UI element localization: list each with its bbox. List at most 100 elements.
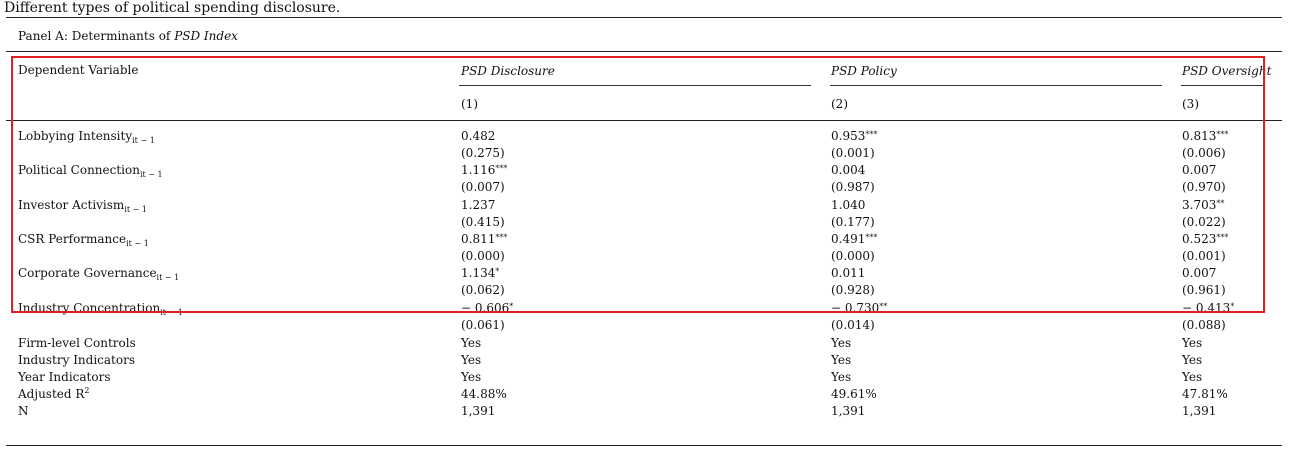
row-label: Political Connectionit − 1 [18, 163, 163, 179]
row-label: CSR Performanceit − 1 [18, 232, 149, 248]
footer-row-label-superscript: 2 [84, 386, 90, 395]
row-label-text: CSR Performance [18, 231, 127, 246]
coefficient-cell: 0.523*** [1182, 232, 1228, 248]
p-value-cell: (0.006) [1182, 146, 1226, 160]
row-label-subscript: it − 1 [124, 204, 147, 214]
p-value-cell: (0.022) [1182, 214, 1226, 229]
significance-stars: *** [1216, 232, 1229, 242]
footer-row-label-text: Firm-level Controls [18, 336, 136, 350]
table-title: Different types of political spending di… [4, 0, 341, 16]
footer-value-cell: Yes [831, 336, 852, 350]
row-label: Lobbying Intensityit − 1 [18, 129, 155, 145]
footer-row-label-text: Industry Indicators [18, 353, 135, 367]
footer-value-cell: 44.88% [461, 387, 507, 401]
footer-value-cell: Yes [461, 370, 482, 384]
p-value-cell: (0.000) [461, 248, 505, 263]
p-value-cell: (0.001) [831, 146, 875, 160]
panel-rule [6, 51, 1282, 52]
panel-label-prefix: Panel A: Determinants of [18, 29, 175, 43]
coefficient-value: 0.004 [831, 163, 866, 178]
significance-stars: *** [495, 164, 508, 174]
p-value-cell: (0.088) [1182, 317, 1226, 332]
footer-row-label-text: Adjusted R [18, 387, 85, 401]
p-value-cell: (0.007) [461, 180, 505, 195]
coefficient-cell: 0.953*** [831, 129, 877, 145]
footer-value-cell: Yes [1182, 336, 1203, 350]
footer-value-cell: 47.81% [1182, 387, 1228, 401]
column-header-psd-disclosure: PSD Disclosure [461, 64, 555, 78]
p-value-cell: (0.062) [461, 283, 505, 298]
row-label-subscript: it − 1 [126, 238, 149, 248]
significance-stars: ** [1216, 198, 1225, 208]
coefficient-cell: 0.007 [1182, 266, 1216, 280]
footer-row-label-text: Year Indicators [18, 370, 111, 384]
row-label-text: Investor Activism [18, 197, 125, 212]
row-label: Corporate Governanceit − 1 [18, 266, 179, 282]
row-label-subscript: it − 1 [139, 170, 163, 180]
footer-value-cell: Yes [1182, 353, 1203, 367]
coefficient-value: 0.491 [831, 231, 866, 246]
p-value-cell: (0.014) [831, 317, 875, 332]
coefficient-value: 1.237 [461, 197, 496, 212]
coefficient-cell: 0.811*** [461, 232, 507, 248]
panel-label-italic: PSD Index [174, 29, 238, 43]
footer-value-cell: 49.61% [831, 387, 877, 401]
coefficient-cell: 1.237 [461, 198, 495, 212]
coefficient-cell: 0.482 [461, 129, 495, 143]
p-value-cell: (0.928) [831, 283, 875, 298]
top-rule [6, 17, 1282, 18]
p-value-cell: (0.177) [831, 214, 875, 229]
p-value-cell: (0.275) [461, 146, 505, 160]
row-label-text: Political Connection [18, 163, 140, 178]
p-value-cell: (0.061) [461, 317, 505, 332]
footer-row-label: Firm-level Controls [18, 336, 136, 350]
significance-stars: * [1230, 301, 1235, 311]
footer-value-cell: Yes [461, 353, 482, 367]
coefficient-value: 1.040 [831, 197, 866, 212]
significance-stars: * [495, 267, 500, 277]
significance-stars: *** [1216, 130, 1229, 139]
footer-value-cell: Yes [1182, 370, 1203, 384]
coefficient-cell: 0.491*** [831, 232, 877, 248]
footer-row-label: Adjusted R2 [18, 386, 90, 403]
column-number-3: (3) [1182, 97, 1199, 111]
column-rule-2 [830, 85, 1162, 86]
highlight-box [11, 56, 1265, 313]
footer-row-label-text: N [18, 404, 29, 418]
footer-row-label: Year Indicators [18, 370, 111, 384]
footer-value-cell: Yes [831, 370, 852, 384]
footer-value-cell: Yes [461, 336, 482, 350]
coefficient-value: 0.482 [461, 129, 496, 143]
coefficient-value: 0.007 [1182, 163, 1217, 178]
significance-stars: ** [879, 301, 888, 311]
coefficient-cell: 0.011 [831, 266, 865, 280]
footer-value-cell: 1,391 [1182, 404, 1217, 418]
coefficient-value: 3.703 [1182, 197, 1217, 212]
coefficient-value: 0.811 [461, 231, 496, 246]
coefficient-value: 0.953 [831, 129, 866, 143]
p-value-cell: (0.001) [1182, 248, 1226, 263]
coefficient-cell: 1.040 [831, 198, 865, 212]
p-value-cell: (0.970) [1182, 180, 1226, 195]
footer-value-cell: Yes [831, 353, 852, 367]
coefficient-value: 0.523 [1182, 231, 1217, 246]
footer-value-cell: 1,391 [461, 404, 496, 418]
column-number-1: (1) [461, 97, 478, 111]
column-header-psd-oversight: PSD Oversight [1182, 64, 1272, 78]
coefficient-cell: 3.703** [1182, 198, 1224, 214]
row-label-subscript: it − 1 [132, 136, 155, 145]
column-rule-1 [459, 85, 811, 86]
coefficient-cell: 0.813*** [1182, 129, 1228, 145]
coefficient-cell: 0.004 [831, 163, 865, 177]
column-header-psd-policy: PSD Policy [831, 64, 897, 78]
significance-stars: *** [865, 232, 878, 242]
footer-row-label: Industry Indicators [18, 353, 135, 367]
panel-label: Panel A: Determinants of PSD Index [18, 29, 238, 43]
row-label-subscript: it − 1 [156, 273, 180, 283]
row-label: Investor Activismit − 1 [18, 198, 147, 214]
header-rule [6, 120, 1282, 121]
footer-value-cell: 1,391 [831, 404, 866, 418]
coefficient-cell: 1.116*** [461, 163, 507, 179]
coefficient-value: 1.134 [461, 266, 496, 281]
column-number-2: (2) [831, 97, 848, 111]
